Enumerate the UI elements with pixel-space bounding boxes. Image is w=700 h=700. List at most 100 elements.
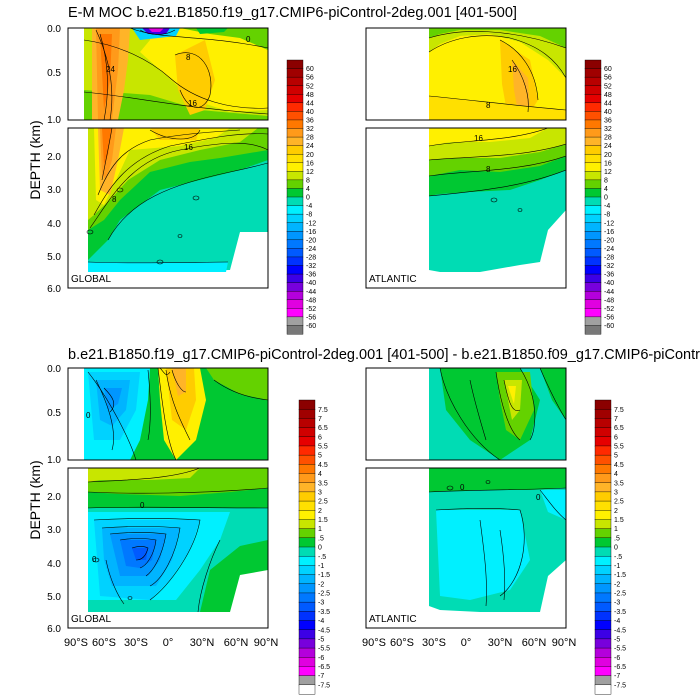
colorbar-swatch: [286, 119, 304, 130]
region-label: ATLANTIC: [369, 274, 417, 285]
colorbar-tick-label: -4: [604, 203, 610, 210]
colorbar-swatch: [594, 638, 612, 649]
colorbar-tick-label: 12: [604, 169, 612, 176]
x-tick-label: 0°: [461, 637, 472, 649]
colorbar-tick-label: -4: [318, 618, 324, 625]
colorbar-swatch: [298, 473, 316, 484]
colorbar-swatch: [584, 205, 602, 215]
colorbar-tick-label: -5.5: [614, 646, 626, 653]
colorbar-swatch: [298, 620, 316, 631]
colorbar-tick-label: 56: [306, 75, 314, 82]
x-tick-label: 90°S: [64, 637, 88, 649]
colorbar-tick-label: 52: [306, 83, 314, 90]
colorbar-tick-label: -44: [604, 289, 614, 296]
colorbar-swatch: [594, 519, 612, 530]
colorbar-tick-label: -28: [306, 255, 316, 262]
colorbar-swatch: [298, 519, 316, 530]
colorbar-tick-label: -1.5: [614, 572, 626, 579]
colorbar-atlantic-top: 60565248444036322824201612840-4-8-12-16-…: [584, 59, 614, 335]
colorbar-tick-label: -4.5: [318, 627, 330, 634]
colorbar-swatch: [298, 436, 316, 447]
colorbar-swatch: [594, 427, 612, 438]
colorbar-tick-label: 5.5: [318, 444, 328, 451]
colorbar-tick-label: 6.5: [614, 425, 624, 432]
colorbar-swatch: [286, 290, 304, 301]
y-tick-label: 1.0: [47, 455, 61, 466]
colorbar-swatch: [594, 583, 612, 594]
contour-label: 0: [536, 493, 541, 502]
y-tick-label: 4.0: [47, 219, 61, 230]
colorbar-swatch: [298, 647, 316, 658]
colorbar-swatch: [584, 213, 602, 224]
colorbar-swatch: [584, 239, 602, 249]
y-tick-label: 0.0: [47, 24, 61, 35]
colorbar-swatch: [584, 94, 602, 104]
colorbar-swatch: [594, 399, 612, 410]
colorbar-swatch: [584, 256, 602, 267]
x-tick-label: 60°S: [92, 637, 116, 649]
colorbar-swatch: [286, 128, 304, 138]
colorbar-tick-label: -6.5: [318, 664, 330, 671]
panel-global-top: GLOBAL 24 16 8 0 16 8 0.0 0.5 1.0 2.0 3.…: [47, 24, 269, 295]
colorbar-tick-label: -4: [306, 203, 312, 210]
colorbar-swatch: [286, 273, 304, 284]
colorbar-tick-label: 60: [306, 66, 314, 73]
x-tick-label: 30°S: [422, 637, 446, 649]
y-tick-label: 2.0: [47, 152, 61, 163]
colorbar-tick-label: 2.5: [318, 499, 328, 506]
colorbar-tick-label: 7.5: [318, 407, 328, 414]
colorbar-swatch: [594, 675, 612, 686]
colorbar-swatch: [286, 171, 304, 181]
colorbar-swatch: [584, 162, 602, 172]
colorbar-tick-label: -60: [306, 323, 316, 330]
colorbar-tick-label: 1: [318, 526, 322, 533]
colorbar-tick-label: 5.5: [614, 444, 624, 451]
y-tick-label: 3.0: [47, 525, 61, 536]
x-tick-label: 60°N: [522, 637, 547, 649]
colorbar-swatch: [298, 592, 316, 603]
colorbar-tick-label: -1: [614, 563, 620, 570]
y-tick-label: 6.0: [47, 624, 61, 635]
contour-label: 24: [106, 65, 115, 74]
colorbar-swatch: [594, 436, 612, 447]
colorbar-swatch: [298, 464, 316, 474]
x-tick-label: 60°S: [390, 637, 414, 649]
y-tick-label: 2.0: [47, 492, 61, 503]
colorbar-swatch: [584, 59, 602, 70]
colorbar-tick-label: 60: [604, 66, 612, 73]
colorbar-tick-label: 8: [604, 177, 608, 184]
colorbar-swatch: [298, 537, 316, 548]
colorbar-swatch: [298, 500, 316, 511]
colorbar-tick-label: -6.5: [614, 664, 626, 671]
y-tick-label: 0.5: [47, 68, 61, 79]
colorbar-swatch: [594, 666, 612, 677]
colorbar-tick-label: 2.5: [614, 499, 624, 506]
colorbar-swatch: [594, 574, 612, 585]
colorbar-tick-label: -6: [318, 655, 324, 662]
colorbar-tick-label: 56: [604, 75, 612, 82]
colorbar-tick-label: -20: [306, 237, 316, 244]
colorbar-swatch: [584, 153, 602, 164]
colorbar-global-bottom: 7.576.565.554.543.532.521.51.50-.5-1-1.5…: [298, 399, 330, 695]
colorbar-tick-label: -20: [604, 237, 614, 244]
contour-label: 16: [184, 143, 193, 152]
colorbar-tick-label: 40: [306, 109, 314, 116]
colorbar-swatch: [286, 196, 304, 207]
figure-title-bottom: b.e21.B1850.f19_g17.CMIP6-piControl-2deg…: [68, 347, 700, 363]
colorbar-tick-label: 0: [306, 195, 310, 202]
colorbar-tick-label: 24: [306, 143, 314, 150]
colorbar-tick-label: -24: [604, 246, 614, 253]
contour-label: 0: [86, 411, 91, 420]
colorbar-tick-label: 44: [604, 100, 612, 107]
colorbar-swatch: [286, 68, 304, 78]
colorbar-swatch: [286, 308, 304, 318]
colorbar-tick-label: -2.5: [614, 591, 626, 598]
colorbar-tick-label: 28: [604, 135, 612, 142]
colorbar-tick-label: -40: [306, 280, 316, 287]
colorbar-tick-label: 1: [614, 526, 618, 533]
colorbar-swatch: [298, 546, 316, 557]
contour-label: 16: [508, 65, 517, 74]
colorbar-tick-label: 3: [614, 489, 618, 496]
colorbar-swatch: [594, 491, 612, 502]
